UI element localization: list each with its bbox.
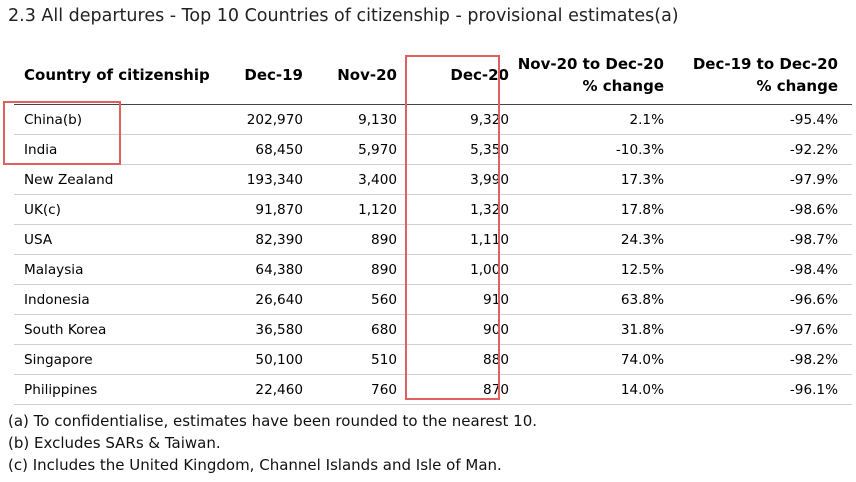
table-body: China(b) 202,970 9,130 9,320 2.1% -95.4% India… — [14, 104, 852, 405]
cell-country: New Zealand — [14, 164, 212, 195]
cell-country: Philippines — [14, 374, 212, 405]
cell-country: South Korea — [14, 314, 212, 345]
header-nov20-dec20-line1: Nov-20 to Dec-20 — [517, 55, 664, 73]
cell-dec20: 870 — [397, 374, 509, 405]
cell-country: UK(c) — [14, 194, 212, 225]
header-dec19-dec20-line1: Dec-19 to Dec-20 — [692, 55, 838, 73]
cell-dec20: 1,000 — [397, 254, 509, 285]
header-country: Country of citizenship — [14, 46, 212, 105]
cell-dec19: 22,460 — [212, 374, 303, 405]
cell-dec19-dec20-change: -98.7% — [664, 224, 852, 255]
header-nov20-dec20-change: Nov-20 to Dec-20 % change — [509, 46, 664, 105]
cell-dec19-dec20-change: -97.9% — [664, 164, 852, 195]
cell-dec19: 64,380 — [212, 254, 303, 285]
cell-country: Singapore — [14, 344, 212, 375]
table-row: South Korea 36,580 680 900 31.8% -97.6% — [14, 314, 852, 345]
table-row: China(b) 202,970 9,130 9,320 2.1% -95.4% — [14, 104, 852, 135]
cell-dec19-dec20-change: -98.2% — [664, 344, 852, 375]
cell-dec19-dec20-change: -97.6% — [664, 314, 852, 345]
cell-country: Indonesia — [14, 284, 212, 315]
cell-nov20-dec20-change: 17.8% — [509, 194, 664, 225]
cell-dec19-dec20-change: -98.6% — [664, 194, 852, 225]
cell-dec19-dec20-change: -92.2% — [664, 134, 852, 165]
table-header-row: Country of citizenship Dec-19 Nov-20 Dec… — [14, 46, 852, 105]
cell-dec19: 36,580 — [212, 314, 303, 345]
table-row: Indonesia 26,640 560 910 63.8% -96.6% — [14, 284, 852, 315]
cell-dec19: 68,450 — [212, 134, 303, 165]
cell-dec19-dec20-change: -98.4% — [664, 254, 852, 285]
cell-dec19: 82,390 — [212, 224, 303, 255]
cell-dec19: 193,340 — [212, 164, 303, 195]
cell-nov20: 9,130 — [303, 104, 397, 135]
footnote-b: (b) Excludes SARs & Taiwan. — [8, 434, 221, 452]
cell-dec20: 1,320 — [397, 194, 509, 225]
footnote-c: (c) Includes the United Kingdom, Channel… — [8, 456, 502, 474]
cell-nov20: 760 — [303, 374, 397, 405]
table-row: Malaysia 64,380 890 1,000 12.5% -98.4% — [14, 254, 852, 285]
cell-dec20: 5,350 — [397, 134, 509, 165]
header-dec20: Dec-20 — [397, 46, 509, 105]
cell-nov20: 560 — [303, 284, 397, 315]
cell-dec19: 91,870 — [212, 194, 303, 225]
footnote-a: (a) To confidentialise, estimates have b… — [8, 412, 538, 430]
cell-nov20-dec20-change: 63.8% — [509, 284, 664, 315]
cell-dec19-dec20-change: -96.6% — [664, 284, 852, 315]
cell-dec19: 202,970 — [212, 104, 303, 135]
table-row: USA 82,390 890 1,110 24.3% -98.7% — [14, 224, 852, 255]
cell-country: Malaysia — [14, 254, 212, 285]
header-nov20-dec20-line2: % change — [582, 77, 664, 95]
table-row: Philippines 22,460 760 870 14.0% -96.1% — [14, 374, 852, 405]
cell-nov20-dec20-change: 14.0% — [509, 374, 664, 405]
cell-nov20-dec20-change: 74.0% — [509, 344, 664, 375]
cell-nov20-dec20-change: 2.1% — [509, 104, 664, 135]
cell-dec19-dec20-change: -96.1% — [664, 374, 852, 405]
table-row: India 68,450 5,970 5,350 -10.3% -92.2% — [14, 134, 852, 165]
cell-nov20-dec20-change: -10.3% — [509, 134, 664, 165]
cell-dec20: 9,320 — [397, 104, 509, 135]
table-row: Singapore 50,100 510 880 74.0% -98.2% — [14, 344, 852, 375]
cell-dec20: 900 — [397, 314, 509, 345]
cell-dec19: 50,100 — [212, 344, 303, 375]
cell-country: USA — [14, 224, 212, 255]
cell-country: China(b) — [14, 104, 212, 135]
cell-nov20: 890 — [303, 224, 397, 255]
cell-nov20-dec20-change: 31.8% — [509, 314, 664, 345]
cell-nov20-dec20-change: 12.5% — [509, 254, 664, 285]
cell-dec20: 3,990 — [397, 164, 509, 195]
header-dec19-dec20-line2: % change — [756, 77, 838, 95]
cell-nov20: 1,120 — [303, 194, 397, 225]
cell-nov20: 680 — [303, 314, 397, 345]
cell-dec20: 880 — [397, 344, 509, 375]
cell-dec19: 26,640 — [212, 284, 303, 315]
cell-nov20: 510 — [303, 344, 397, 375]
header-dec19: Dec-19 — [212, 46, 303, 105]
header-nov20: Nov-20 — [303, 46, 397, 105]
header-dec19-dec20-change: Dec-19 to Dec-20 % change — [664, 46, 852, 105]
cell-dec20: 910 — [397, 284, 509, 315]
table-title: 2.3 All departures - Top 10 Countries of… — [8, 6, 679, 26]
cell-country: India — [14, 134, 212, 165]
departures-table: Country of citizenship Dec-19 Nov-20 Dec… — [14, 46, 852, 405]
cell-nov20: 3,400 — [303, 164, 397, 195]
footnotes: (a) To confidentialise, estimates have b… — [8, 410, 537, 476]
cell-nov20: 890 — [303, 254, 397, 285]
table-row: UK(c) 91,870 1,120 1,320 17.8% -98.6% — [14, 194, 852, 225]
table-row: New Zealand 193,340 3,400 3,990 17.3% -97.9% — [14, 164, 852, 195]
cell-nov20-dec20-change: 24.3% — [509, 224, 664, 255]
cell-nov20-dec20-change: 17.3% — [509, 164, 664, 195]
cell-nov20: 5,970 — [303, 134, 397, 165]
cell-dec19-dec20-change: -95.4% — [664, 104, 852, 135]
cell-dec20: 1,110 — [397, 224, 509, 255]
